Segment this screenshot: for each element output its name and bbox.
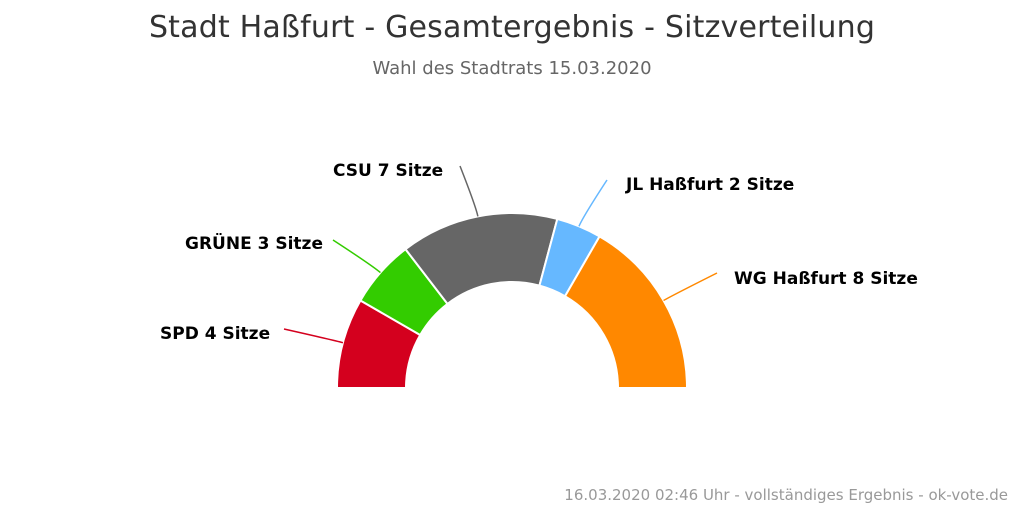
connector-line	[332, 239, 381, 274]
chart-credits: 16.03.2020 02:46 Uhr - vollständiges Erg…	[564, 486, 1008, 504]
data-label: CSU 7 Sitze	[333, 161, 443, 181]
connector-line	[578, 179, 608, 227]
data-label: SPD 4 Sitze	[160, 324, 270, 344]
data-label: GRÜNE 3 Sitze	[185, 232, 323, 254]
connector-line	[283, 328, 344, 344]
data-label: WG Haßfurt 8 Sitze	[734, 269, 918, 289]
connector-line	[459, 165, 479, 217]
chart-title: Stadt Haßfurt - Gesamtergebnis - Sitzver…	[148, 10, 876, 45]
data-label: JL Haßfurt 2 Sitze	[625, 175, 794, 195]
slice-wg-haßfurt[interactable]	[563, 235, 689, 389]
connector-line	[663, 272, 718, 302]
chart-subtitle: Wahl des Stadtrats 15.03.2020	[372, 58, 652, 79]
